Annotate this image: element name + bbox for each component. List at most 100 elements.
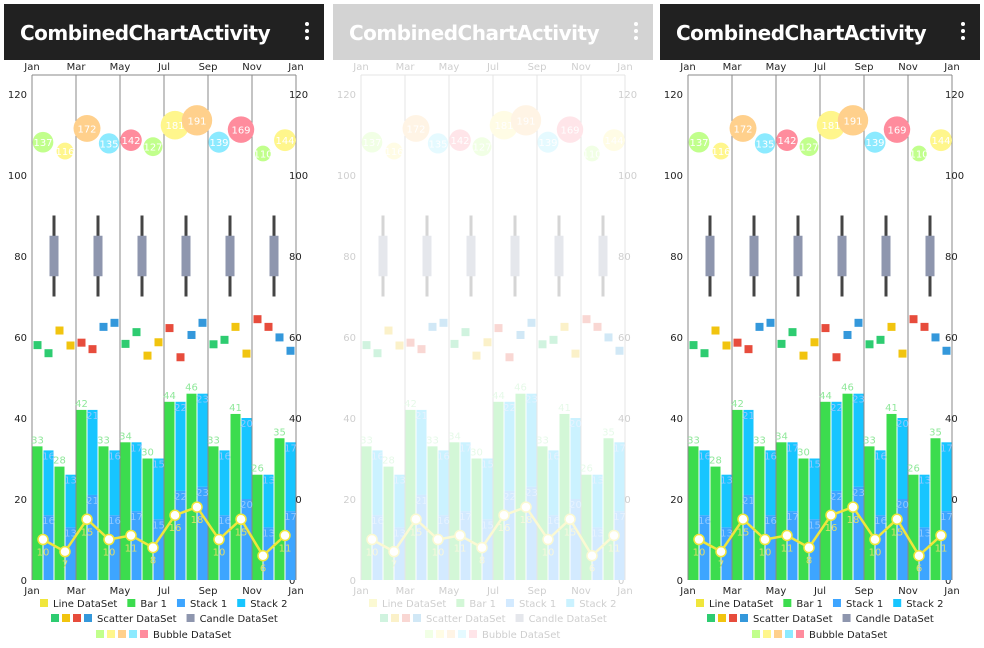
stack-2-value-label: 13	[720, 476, 733, 487]
legend-line-label: Line DataSet	[53, 599, 117, 610]
bubble-value-label: 172	[406, 124, 425, 135]
scatter-point	[733, 338, 742, 347]
x-axis-top-tick-label: Jan	[679, 62, 695, 73]
bar-1-value-label: 34	[119, 431, 132, 442]
stack-2-value-label: 21	[86, 411, 99, 422]
stack-2-bar	[109, 450, 120, 516]
scatter-point	[744, 345, 753, 354]
stack-2-value-label: 20	[896, 419, 909, 430]
bar-1-value-label: 33	[207, 435, 220, 446]
candle-body	[510, 235, 520, 277]
line-dataset-path	[42, 505, 286, 558]
combined-chart[interactable]: Jan Jan Mar Mar May May Jul Jul Sep Sep Nov Nov Jan J…	[4, 0, 324, 648]
stack-2-bar	[721, 474, 732, 528]
stack-2-bar	[438, 450, 449, 516]
stack-2-value-label: 13	[393, 476, 406, 487]
y-axis-right-tick-label: 80	[289, 252, 302, 263]
legend-stack1-label: Stack 1	[846, 599, 883, 610]
y-axis-left-tick-label: 0	[21, 576, 27, 587]
scatter-point	[931, 333, 940, 342]
stack-1-value-label: 17	[130, 512, 143, 523]
x-axis-top-tick-label: Mar	[396, 62, 416, 73]
scatter-point	[832, 353, 841, 362]
line-point	[869, 533, 881, 546]
x-axis-bottom-tick-label: Sep	[855, 586, 874, 597]
stack-2-value-label: 23	[196, 395, 209, 406]
x-axis-bottom-tick-label: Mar	[396, 586, 416, 597]
scatter-point	[821, 324, 830, 333]
stack-1-value-label: 20	[569, 500, 582, 511]
scatter-point	[472, 351, 481, 360]
bar-1-bar	[76, 409, 87, 580]
bar-1-bar	[142, 458, 153, 580]
bar-1-value-label: 30	[141, 448, 154, 459]
candle-body	[837, 235, 847, 277]
stack-2-value-label: 16	[547, 451, 560, 462]
x-axis-bottom-tick-label: May	[110, 586, 131, 597]
stack-1-bar	[87, 494, 98, 580]
stack-1-value-label: 22	[503, 492, 516, 503]
bar-1-value-label: 44	[819, 391, 832, 402]
line-point	[279, 529, 291, 542]
line-value-label: 8	[479, 556, 485, 567]
legend-bar1-swatch	[127, 599, 136, 607]
y-axis-left-tick-label: 100	[337, 171, 356, 182]
more-vert-icon[interactable]	[304, 22, 310, 42]
stack-1-value-label: 20	[240, 500, 253, 511]
stack-1-bar	[175, 490, 186, 580]
bar-1-value-label: 42	[75, 399, 88, 410]
more-vert-icon[interactable]	[960, 22, 966, 42]
legend-candle-swatch	[515, 614, 524, 622]
bubble-value-label: 169	[887, 126, 906, 137]
candle-body	[49, 235, 59, 277]
stack-2-bar	[153, 458, 164, 520]
bar-1-value-label: 33	[863, 435, 876, 446]
line-point	[191, 501, 203, 513]
scatter-point	[286, 346, 295, 355]
stack-1-value-label: 15	[808, 520, 821, 531]
line-value-label: 6	[589, 564, 595, 575]
x-axis-top-tick-label: Sep	[528, 62, 547, 73]
line-point	[235, 513, 247, 525]
bar-1-bar	[754, 446, 765, 580]
stack-2-value-label: 13	[262, 476, 275, 487]
scatter-point	[887, 322, 896, 331]
y-axis-right-tick-label: 60	[945, 333, 958, 344]
bubble	[799, 137, 819, 157]
legend-line-swatch	[369, 599, 377, 607]
x-axis-bottom-tick-label: Jan	[679, 586, 695, 597]
legend-candle-label: Candle DataSet	[200, 614, 278, 625]
bubble	[472, 137, 492, 157]
stack-1-bar	[460, 511, 471, 580]
legend-bar1-swatch	[456, 599, 465, 607]
scatter-point	[942, 346, 951, 355]
stack-1-value-label: 16	[437, 516, 450, 527]
line-value-label: 15	[564, 527, 577, 538]
bubble	[402, 114, 430, 142]
bar-1-value-label: 33	[360, 435, 373, 446]
scatter-point	[494, 324, 503, 333]
scatter-point	[876, 335, 885, 344]
stack-2-bar	[504, 401, 515, 491]
scatter-point	[898, 349, 907, 358]
y-axis-left-tick-label: 120	[664, 90, 683, 101]
y-axis-left-tick-label: 0	[350, 576, 356, 587]
combined-chart[interactable]: Jan Jan Mar Mar May May Jul Jul Sep Sep Nov Nov Jan J…	[333, 0, 653, 648]
candle-body	[749, 235, 759, 277]
bubble-value-label: 144	[931, 136, 950, 147]
scatter-point	[505, 353, 514, 362]
line-value-label: 10	[213, 548, 226, 559]
bubble	[556, 116, 584, 143]
combined-chart[interactable]: Jan Jan Mar Mar May May Jul Jul Sep Sep Nov Nov Jan J…	[660, 0, 980, 648]
bubble-value-label: 191	[187, 116, 206, 127]
stack-1-bar	[372, 515, 383, 580]
line-value-label: 7	[62, 560, 68, 571]
more-vert-icon[interactable]	[633, 22, 639, 42]
x-axis-bottom-tick-label: Sep	[199, 586, 218, 597]
stack-1-value-label: 16	[371, 516, 384, 527]
x-axis-top-tick-label: Jan	[287, 62, 303, 73]
legend-row: Line DataSet Bar 1 Stack 1 Stack 2	[40, 599, 287, 610]
stack-2-bar	[570, 418, 581, 499]
scatter-point	[766, 318, 775, 327]
stack-1-bar	[504, 490, 515, 580]
